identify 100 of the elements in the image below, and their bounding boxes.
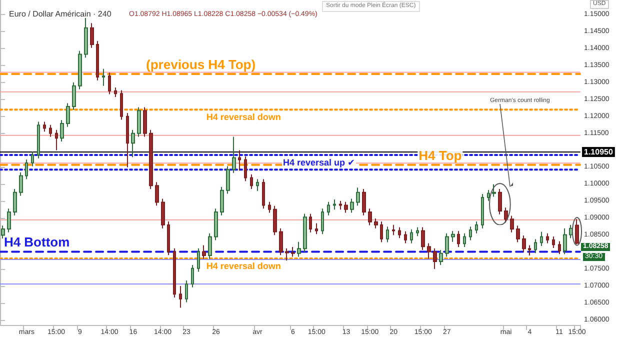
candlestick <box>563 228 567 255</box>
candlestick <box>120 90 123 120</box>
candlestick <box>137 106 141 138</box>
candlestick <box>297 241 301 258</box>
candlestick <box>546 232 549 244</box>
candlestick <box>522 234 526 253</box>
candlestick <box>475 221 478 234</box>
candlestick <box>214 208 218 241</box>
candlestick <box>273 205 277 236</box>
candlestick <box>333 198 336 210</box>
candlestick <box>540 231 543 246</box>
ref-line-label: 1.10950 <box>584 147 614 156</box>
candlestick <box>31 151 34 167</box>
candlestick <box>404 230 407 244</box>
candlestick <box>445 232 449 258</box>
candlestick <box>492 184 496 198</box>
candlestick <box>43 121 46 132</box>
candlestick <box>463 232 466 248</box>
candlestick <box>102 68 105 86</box>
candlestick <box>481 194 484 229</box>
candlestick <box>202 244 206 260</box>
candlestick <box>268 201 271 214</box>
candlestick <box>250 174 253 190</box>
candlestick <box>226 166 230 194</box>
candlestick <box>114 87 117 98</box>
candlestick <box>516 225 520 243</box>
candlestick <box>78 50 82 90</box>
candlestick <box>374 218 378 229</box>
candlestick <box>49 124 52 138</box>
candlestick <box>487 189 490 202</box>
candlestick <box>155 182 159 206</box>
candlestick <box>534 238 537 254</box>
candlestick <box>362 188 366 216</box>
candlestick <box>398 226 401 239</box>
candlestick <box>321 208 324 235</box>
candlestick <box>392 224 395 236</box>
candlestick <box>498 188 502 215</box>
candlestick <box>90 22 94 48</box>
candlestick <box>244 156 247 182</box>
candlestick <box>510 215 514 233</box>
candlestick <box>558 240 561 255</box>
candlestick <box>126 112 129 168</box>
candlestick <box>309 213 312 233</box>
candlestick <box>232 136 236 174</box>
candlestick <box>327 201 330 216</box>
candlestick <box>439 250 443 266</box>
candlestick <box>469 226 472 241</box>
ref-line-label: H4 Top <box>418 148 462 163</box>
ref-line-label: H4 reversal up ✔ <box>282 158 356 168</box>
candlestick <box>19 172 23 196</box>
candlestick <box>356 187 360 206</box>
candlestick <box>291 246 295 258</box>
candlestick <box>108 72 111 95</box>
candlestick <box>55 129 58 151</box>
candlestick <box>457 230 460 248</box>
candlestick <box>161 198 165 229</box>
candlestick <box>13 188 17 216</box>
candlestick <box>451 230 455 242</box>
candlestick <box>368 208 372 226</box>
candlestick <box>427 242 431 260</box>
candlestick <box>552 236 555 248</box>
candlestick <box>279 228 283 256</box>
candlestick <box>433 248 437 270</box>
candlestick <box>315 222 318 235</box>
candlestick <box>84 17 88 58</box>
candlestick <box>344 201 348 214</box>
candlestick <box>96 40 99 81</box>
candlestick <box>410 228 413 244</box>
candlestick <box>131 129 135 158</box>
ref-line-label: H4 reversal down <box>206 261 281 272</box>
candlestick <box>504 207 508 224</box>
text: Euro / Dollar Américain · 240 <box>9 10 112 18</box>
candlestick <box>72 82 76 110</box>
candlestick <box>380 221 383 243</box>
ref-line-label: H4 reversal down <box>206 112 281 122</box>
candlestick <box>262 178 265 210</box>
candlestick <box>303 213 307 253</box>
candlestick <box>179 285 182 308</box>
candlestick <box>575 218 579 245</box>
candlestick <box>350 198 354 214</box>
candlestick <box>238 150 241 172</box>
candlestick <box>173 248 176 298</box>
candlestick <box>386 226 389 243</box>
candlestick <box>37 121 40 159</box>
candlestick <box>7 208 11 233</box>
ref-line-label: H4 Bottom <box>4 234 70 250</box>
candlestick <box>143 106 147 138</box>
candlestick <box>339 200 342 210</box>
candlestick <box>185 280 188 303</box>
candlestick <box>220 186 224 216</box>
candlestick <box>66 102 70 128</box>
candlestick <box>285 248 289 262</box>
candlestick <box>256 178 259 192</box>
ref-line-label: (previous H4 Top) <box>146 56 256 72</box>
candlestick <box>60 120 64 142</box>
candlestick <box>191 264 194 288</box>
candlestick <box>208 232 212 260</box>
candlestick <box>25 158 28 180</box>
candlestick <box>528 244 531 256</box>
candlestick <box>167 221 170 256</box>
